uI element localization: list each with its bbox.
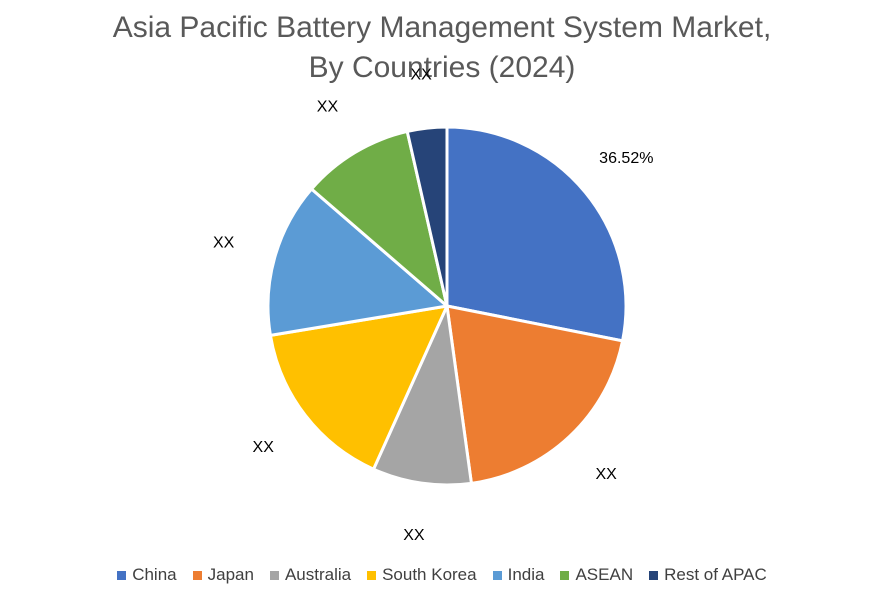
pie-slice-australia: [372, 304, 473, 487]
pie-slice-asean: [310, 129, 449, 308]
legend-label: India: [507, 565, 545, 584]
pie-slice-japan: [445, 304, 625, 485]
chart-title-line-2: By Countries (2024): [308, 51, 576, 84]
legend-item-south-korea: South Korea: [367, 565, 477, 585]
legend-swatch: [560, 570, 570, 580]
legend-label: Australia: [284, 565, 352, 584]
data-label-india: XX: [213, 235, 235, 252]
legend-label: South Korea: [382, 565, 477, 584]
legend-item-japan: Japan: [192, 565, 254, 585]
pie-slice-rest-of-apac: [405, 125, 449, 308]
legend-swatch: [269, 570, 279, 580]
legend-swatch: [192, 570, 202, 580]
legend-swatch: [117, 570, 127, 580]
data-label-china: 36.52%: [599, 150, 653, 167]
legend-item-australia: Australia: [269, 565, 352, 585]
legend-label: Japan: [207, 565, 254, 584]
legend: China Japan Australia South Korea India ASEAN…: [0, 565, 884, 585]
legend-item-rest-of-apac: Rest of APAC: [649, 565, 767, 585]
legend-label: China: [132, 565, 177, 584]
legend-swatch: [649, 570, 659, 580]
pie-slice-china: [445, 125, 628, 343]
chart-title-line-1: Asia Pacific Battery Management System M…: [112, 11, 772, 44]
legend-item-india: India: [492, 565, 545, 585]
data-label-south-korea: XX: [253, 439, 275, 456]
data-label-japan: XX: [595, 466, 617, 483]
chart-title: Asia Pacific Battery Management System M…: [0, 8, 884, 88]
data-label-australia: XX: [403, 527, 425, 544]
data-label-rest-of-apac: XX: [410, 67, 432, 84]
data-label-asean: XX: [317, 98, 339, 115]
pie-slice-south-korea: [268, 304, 449, 471]
legend-swatch: [492, 570, 502, 580]
legend-swatch: [367, 570, 377, 580]
legend-label: Rest of APAC: [664, 565, 767, 584]
legend-item-asean: ASEAN: [560, 565, 633, 585]
legend-label: ASEAN: [575, 565, 634, 584]
legend-item-china: China: [117, 565, 177, 585]
pie-slice-india: [266, 187, 449, 337]
